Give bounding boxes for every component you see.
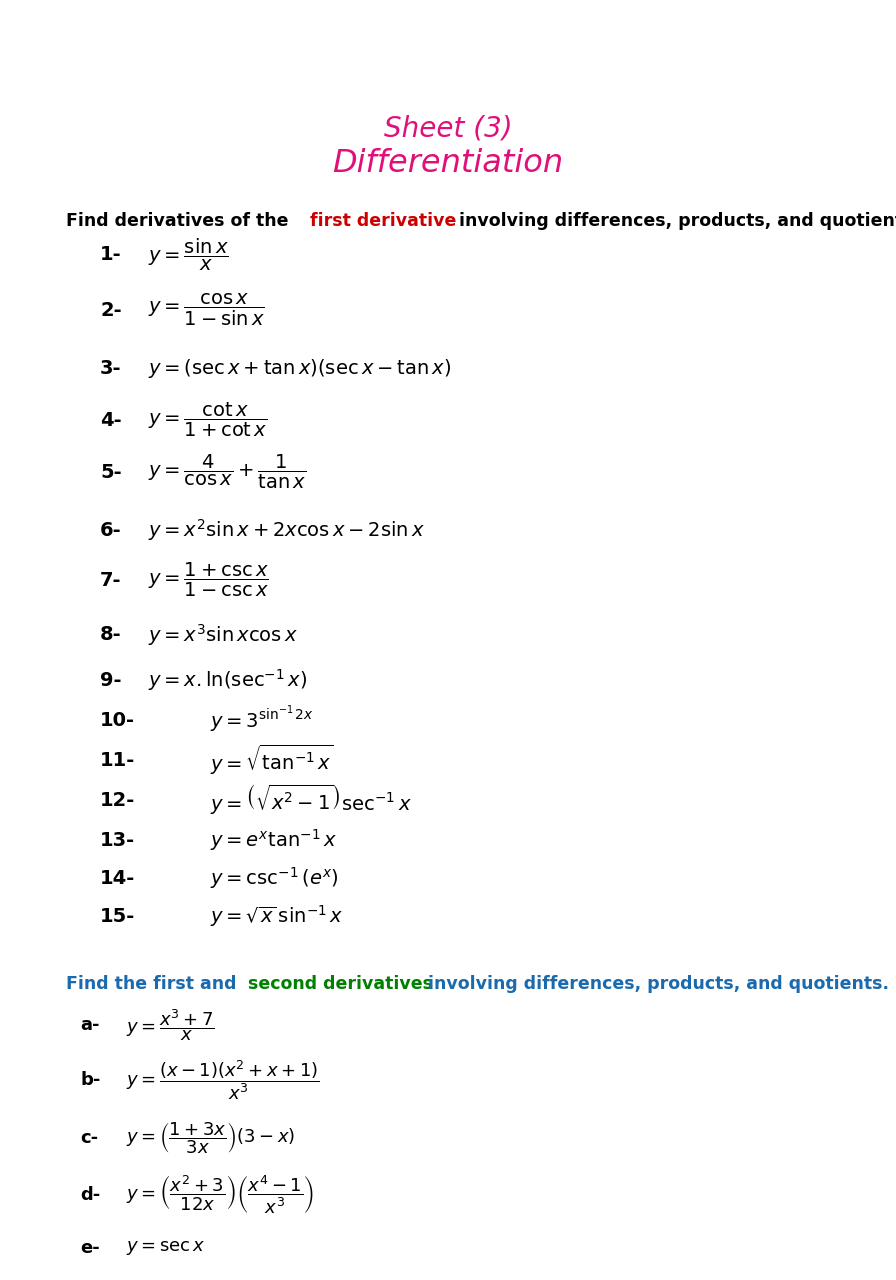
Text: 1-: 1- bbox=[100, 246, 122, 265]
Text: d-: d- bbox=[80, 1187, 100, 1204]
Text: a-: a- bbox=[80, 1016, 99, 1034]
Text: $y = \dfrac{1+\csc x}{1-\csc x}$: $y = \dfrac{1+\csc x}{1-\csc x}$ bbox=[148, 561, 269, 599]
Text: $y = e^x \tan^{-1} x$: $y = e^x \tan^{-1} x$ bbox=[210, 827, 337, 852]
Text: $y = \sec x$: $y = \sec x$ bbox=[126, 1239, 205, 1257]
Text: 14-: 14- bbox=[100, 869, 135, 887]
Text: 11-: 11- bbox=[100, 750, 135, 769]
Text: $y = \dfrac{x^3+7}{x}$: $y = \dfrac{x^3+7}{x}$ bbox=[126, 1007, 215, 1043]
Text: 7-: 7- bbox=[100, 571, 122, 590]
Text: Sheet (3): Sheet (3) bbox=[383, 115, 513, 143]
Text: Find the first and: Find the first and bbox=[66, 975, 243, 993]
Text: 13-: 13- bbox=[100, 831, 135, 850]
Text: $y = \dfrac{(x-1)(x^2+x+1)}{x^3}$: $y = \dfrac{(x-1)(x^2+x+1)}{x^3}$ bbox=[126, 1059, 320, 1102]
Text: 3-: 3- bbox=[100, 358, 122, 378]
Text: $y = \dfrac{\sin x}{x}$: $y = \dfrac{\sin x}{x}$ bbox=[148, 237, 228, 273]
Text: 9-: 9- bbox=[100, 671, 122, 690]
Text: c-: c- bbox=[80, 1129, 99, 1147]
Text: $y = x^2 \sin x + 2x \cos x - 2\sin x$: $y = x^2 \sin x + 2x \cos x - 2\sin x$ bbox=[148, 517, 425, 543]
Text: Differentiation: Differentiation bbox=[332, 148, 564, 179]
Text: 15-: 15- bbox=[100, 906, 135, 925]
Text: involving differences, products, and quotients.: involving differences, products, and quo… bbox=[422, 975, 889, 993]
Text: $y = \sqrt{x}\,\sin^{-1} x$: $y = \sqrt{x}\,\sin^{-1} x$ bbox=[210, 904, 344, 929]
Text: $y = \sqrt{\tan^{-1} x}$: $y = \sqrt{\tan^{-1} x}$ bbox=[210, 742, 334, 777]
Text: $y = 3^{\sin^{-1} 2x}$: $y = 3^{\sin^{-1} 2x}$ bbox=[210, 705, 314, 735]
Text: e-: e- bbox=[80, 1239, 99, 1257]
Text: involving differences, products, and quotients.: involving differences, products, and quo… bbox=[453, 212, 896, 230]
Text: $y = \left(\dfrac{x^2+3}{12x}\right)\left(\dfrac{x^4-1}{x^3}\right)$: $y = \left(\dfrac{x^2+3}{12x}\right)\lef… bbox=[126, 1174, 314, 1216]
Text: 8-: 8- bbox=[100, 626, 122, 645]
Text: first derivative: first derivative bbox=[310, 212, 456, 230]
Text: $y = \dfrac{\cos x}{1-\sin x}$: $y = \dfrac{\cos x}{1-\sin x}$ bbox=[148, 292, 265, 328]
Text: 10-: 10- bbox=[100, 710, 135, 730]
Text: 2-: 2- bbox=[100, 301, 122, 320]
Text: Find derivatives of the: Find derivatives of the bbox=[66, 212, 295, 230]
Text: second derivatives: second derivatives bbox=[248, 975, 433, 993]
Text: 6-: 6- bbox=[100, 521, 122, 539]
Text: 12-: 12- bbox=[100, 791, 135, 809]
Text: $y = \left(\dfrac{1+3x}{3x}\right)(3-x)$: $y = \left(\dfrac{1+3x}{3x}\right)(3-x)$ bbox=[126, 1120, 296, 1156]
Text: 4-: 4- bbox=[100, 411, 122, 430]
Text: 5-: 5- bbox=[100, 462, 122, 481]
Text: b-: b- bbox=[80, 1071, 100, 1089]
Text: $y = x.\ln(\sec^{-1} x)$: $y = x.\ln(\sec^{-1} x)$ bbox=[148, 667, 307, 692]
Text: $y = \csc^{-1}(e^x)$: $y = \csc^{-1}(e^x)$ bbox=[210, 865, 339, 891]
Text: $y = \left(\sqrt{x^2-1}\right)\sec^{-1} x$: $y = \left(\sqrt{x^2-1}\right)\sec^{-1} … bbox=[210, 783, 412, 817]
Text: $y = (\sec x + \tan x)(\sec x - \tan x)$: $y = (\sec x + \tan x)(\sec x - \tan x)$ bbox=[148, 357, 451, 379]
Text: $y = \dfrac{\cot x}{1+\cot x}$: $y = \dfrac{\cot x}{1+\cot x}$ bbox=[148, 401, 268, 439]
Text: $y = \dfrac{4}{\cos x}+\dfrac{1}{\tan x}$: $y = \dfrac{4}{\cos x}+\dfrac{1}{\tan x}… bbox=[148, 453, 306, 492]
Text: $y = x^3 \sin x \cos x$: $y = x^3 \sin x \cos x$ bbox=[148, 622, 298, 648]
